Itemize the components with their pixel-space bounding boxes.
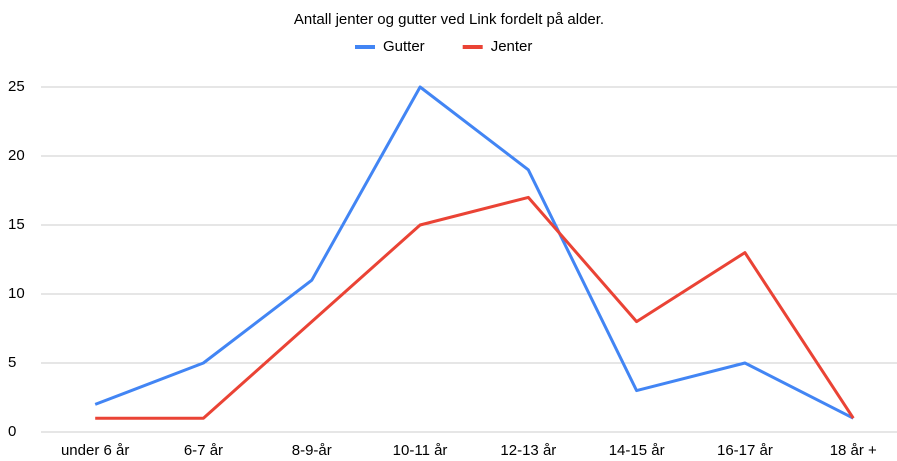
y-tick-label: 0 bbox=[8, 423, 16, 440]
x-tick-label: 18 år + bbox=[830, 442, 877, 459]
legend-label: Gutter bbox=[383, 38, 425, 55]
x-tick-label: 14-15 år bbox=[609, 442, 665, 459]
series-line bbox=[94, 85, 854, 420]
x-tick-label: under 6 år bbox=[61, 442, 129, 459]
y-tick-label: 5 bbox=[8, 354, 16, 371]
chart-title: Antall jenter og gutter ved Link fordelt… bbox=[294, 11, 604, 28]
x-tick-label: 6-7 år bbox=[184, 442, 223, 459]
series-line bbox=[95, 195, 855, 420]
x-tick-label: 12-13 år bbox=[500, 442, 556, 459]
y-tick-label: 25 bbox=[8, 78, 25, 95]
x-tick-label: 8-9-år bbox=[292, 442, 332, 459]
x-tick-label: 10-11 år bbox=[393, 442, 448, 459]
legend-label: Jenter bbox=[491, 38, 533, 55]
y-tick-label: 15 bbox=[8, 216, 25, 233]
y-tick-label: 10 bbox=[8, 285, 25, 302]
y-tick-label: 20 bbox=[8, 147, 25, 164]
x-tick-label: 16-17 år bbox=[717, 442, 773, 459]
